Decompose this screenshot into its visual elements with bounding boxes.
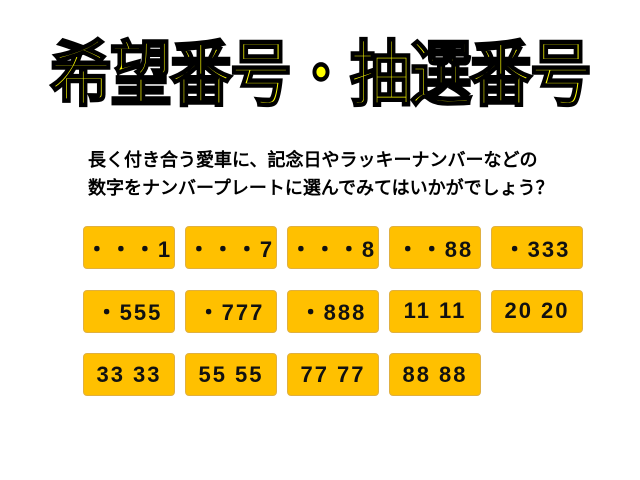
number-plate: ・・88 bbox=[389, 226, 481, 269]
description-line-1: 長く付き合う愛車に、記念日やラッキーナンバーなどの bbox=[88, 150, 538, 171]
number-plate: ・・・1 bbox=[83, 226, 175, 269]
number-plate: 33 33 bbox=[83, 353, 175, 396]
number-plate: ・333 bbox=[491, 226, 583, 269]
page-title: 希望番号・抽選番号 bbox=[49, 31, 593, 117]
number-plate: 11 11 bbox=[389, 289, 481, 333]
number-plate: 20 20 bbox=[491, 289, 583, 333]
number-plate: ・・・8 bbox=[287, 226, 379, 269]
number-plate: ・555 bbox=[83, 289, 175, 333]
number-plate: ・777 bbox=[185, 289, 277, 333]
description-line-2: 数字をナンバープレートに選んでみてはいかがでしょう？ bbox=[88, 178, 554, 199]
number-plate: 88 88 bbox=[389, 353, 481, 396]
number-plate: 77 77 bbox=[287, 353, 379, 396]
number-plate: ・888 bbox=[287, 289, 379, 333]
number-plate: ・・・7 bbox=[185, 226, 277, 269]
number-plate: 55 55 bbox=[185, 353, 277, 396]
